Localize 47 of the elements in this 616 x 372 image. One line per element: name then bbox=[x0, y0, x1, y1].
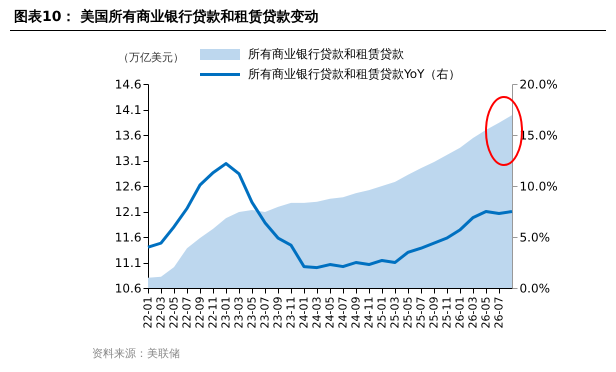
line-series bbox=[146, 162, 514, 270]
x-tick-label: 25-05 bbox=[402, 296, 414, 328]
chart-title: 图表10： 美国所有商业银行贷款和租赁贷款变动 bbox=[14, 8, 318, 26]
x-tick-label: 22-11 bbox=[206, 296, 220, 328]
x-tick-label: 25-01 bbox=[376, 296, 388, 328]
text: 资料来源：美联储 bbox=[92, 346, 180, 361]
y-tick-label: 11.6 bbox=[114, 230, 142, 244]
x-tick-label: 23-03 bbox=[232, 296, 246, 328]
x-tick-label: 23-07 bbox=[258, 296, 272, 328]
y2-tick-label: 5.0% bbox=[520, 230, 550, 244]
x-tick-label: 24-07 bbox=[336, 296, 350, 328]
legend-label: 所有商业银行贷款和租赁贷款 bbox=[248, 46, 404, 62]
y2-tick-label: 10.0% bbox=[520, 180, 558, 194]
y2-tick-label: 20.0% bbox=[520, 78, 558, 92]
y-tick-label: 10.6 bbox=[114, 282, 142, 296]
y-tick-label: 13.1 bbox=[114, 154, 142, 168]
x-tick-label: 26-05 bbox=[480, 296, 492, 328]
y-tick-label: 14.1 bbox=[114, 103, 142, 117]
x-tick-label: 23-05 bbox=[246, 296, 258, 328]
legend-label: 所有商业银行贷款和租赁贷款YoY（右） bbox=[248, 66, 460, 82]
x-tick-label: 24-03 bbox=[310, 296, 324, 328]
x-tick-label: 22-05 bbox=[168, 296, 180, 328]
x-tick-label: 26-07 bbox=[492, 296, 506, 328]
x-tick-label: 22-03 bbox=[154, 296, 168, 328]
x-tick-label: 22-07 bbox=[180, 296, 194, 328]
x-tick-label: 24-05 bbox=[324, 296, 336, 328]
y2-tick-label: 0.0% bbox=[520, 282, 550, 296]
y-tick-label: 14.6 bbox=[114, 78, 142, 92]
x-tick-label: 25-03 bbox=[388, 296, 402, 328]
x-tick-label: 24-09 bbox=[350, 296, 362, 328]
y-axis-title: （万亿美元） bbox=[118, 50, 184, 65]
x-tick-label: 26-01 bbox=[454, 296, 466, 328]
x-tick-label: 22-01 bbox=[142, 296, 154, 328]
y-tick-label: 12.1 bbox=[114, 205, 142, 219]
x-tick-label: 25-11 bbox=[440, 296, 454, 328]
x-tick-label: 25-07 bbox=[414, 296, 428, 328]
y-tick-label: 12.6 bbox=[114, 180, 142, 194]
x-tick-label: 24-11 bbox=[362, 296, 376, 328]
x-tick-label: 24-01 bbox=[298, 296, 310, 328]
x-tick-label: 23-09 bbox=[272, 296, 284, 328]
x-tick-label: 23-11 bbox=[284, 296, 298, 328]
x-tick-label: 23-01 bbox=[220, 296, 232, 328]
x-tick-label: 25-09 bbox=[428, 296, 440, 328]
y-tick-label: 13.6 bbox=[114, 128, 142, 142]
x-tick-label: 22-09 bbox=[194, 296, 206, 328]
y-tick-label: 11.1 bbox=[114, 256, 142, 270]
x-tick-label: 26-03 bbox=[466, 296, 480, 328]
